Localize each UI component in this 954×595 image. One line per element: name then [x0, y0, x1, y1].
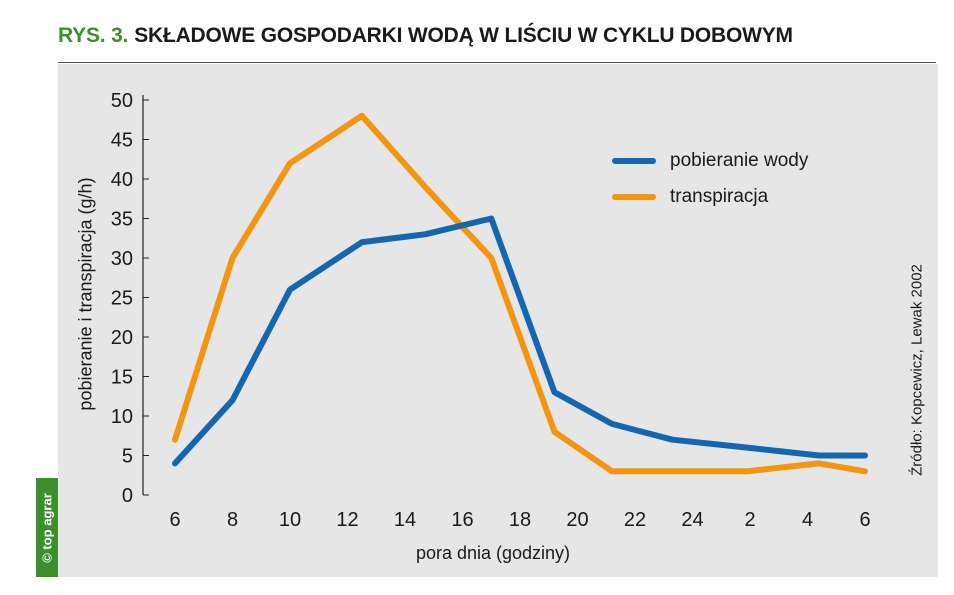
series-lines	[172, 112, 868, 475]
y-axis-label: pobieranie i transpiracja (g/h)	[75, 177, 96, 411]
chart-title: RYS. 3. SKŁADOWE GOSPODARKI WODĄ W LIŚCIU…	[58, 24, 793, 48]
x-tick-label: 24	[681, 509, 703, 531]
x-tick-label: 6	[859, 509, 870, 531]
y-tick-label: 20	[111, 327, 133, 349]
y-axis-ticks: 0 5 10 15 20 25 30 35 40 45 50	[111, 90, 149, 507]
x-tick-label: 10	[279, 509, 301, 531]
chart-panel	[58, 64, 938, 577]
y-tick-label: 40	[111, 169, 133, 191]
y-tick-label: 0	[122, 485, 133, 507]
x-tick-label: 12	[336, 509, 358, 531]
y-tick-label: 30	[111, 248, 133, 270]
legend-item-pobieranie: pobieranie wody	[612, 150, 808, 172]
x-axis-ticks: 6 8 10 12 14 16 18 20 22 24 2 4 6	[169, 509, 870, 531]
x-tick-label: 4	[802, 509, 813, 531]
legend-swatch-orange	[612, 193, 656, 200]
y-tick-label: 25	[111, 288, 133, 310]
legend-label: transpiracja	[670, 186, 769, 207]
x-axis-label: pora dnia (godziny)	[415, 543, 571, 563]
figure-number: RYS. 3.	[58, 24, 129, 47]
title-divider	[58, 62, 936, 63]
series-line-transpiracja	[172, 112, 868, 475]
y-tick-label: 5	[122, 446, 133, 468]
x-tick-label: 2	[744, 509, 755, 531]
x-tick-label: 22	[624, 509, 646, 531]
x-tick-label: 8	[227, 509, 238, 531]
source-note: Źródło: Kopcewicz, Lewak 2002	[908, 264, 926, 476]
x-tick-label: 20	[566, 509, 588, 531]
x-tick-label: 14	[394, 509, 416, 531]
series-line-pobieranie-wody	[172, 215, 868, 467]
y-tick-label: 50	[111, 90, 133, 112]
x-tick-label: 6	[169, 509, 180, 531]
y-tick-label: 15	[111, 367, 133, 389]
badge-label: © top agrar	[39, 492, 55, 563]
x-tick-label: 16	[451, 509, 473, 531]
legend-label: pobieranie wody	[670, 150, 809, 171]
legend-swatch-blue	[612, 157, 656, 164]
y-tick-label: 45	[111, 130, 133, 152]
figure-title: SKŁADOWE GOSPODARKI WODĄ W LIŚCIU W CYKL…	[134, 24, 793, 47]
top-agrar-badge: © top agrar	[36, 478, 58, 577]
y-tick-label: 10	[111, 406, 133, 428]
y-tick-label: 35	[111, 209, 133, 231]
legend-item-transpiracja: transpiracja	[612, 186, 768, 208]
x-tick-label: 18	[509, 509, 531, 531]
